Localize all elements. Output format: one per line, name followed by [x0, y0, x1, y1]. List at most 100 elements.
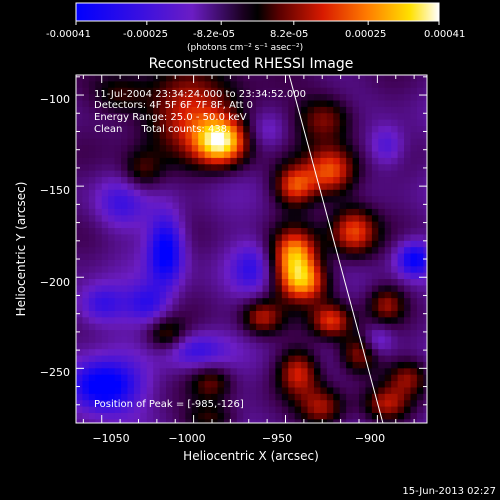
heatmap-cell [166, 157, 174, 165]
heatmap-cell [185, 196, 193, 204]
heatmap-cell [384, 323, 392, 331]
heatmap-cell [256, 259, 264, 267]
heatmap-cell [191, 75, 199, 82]
heatmap-cell [326, 298, 334, 306]
heatmap-cell [416, 247, 424, 255]
heatmap-cell [178, 132, 186, 140]
heatmap-cell [339, 310, 347, 318]
heatmap-cell [172, 253, 180, 261]
heatmap-cell [101, 215, 109, 223]
heatmap-cell [249, 119, 257, 127]
heatmap-cell [198, 419, 206, 423]
heatmap-cell [423, 157, 427, 165]
heatmap-cell [288, 113, 296, 121]
heatmap-cell [288, 240, 296, 248]
heatmap-cell [391, 119, 399, 127]
heatmap-cell [410, 100, 418, 108]
heatmap-cell [249, 259, 257, 267]
heatmap-cell [339, 419, 347, 423]
heatmap-cell [159, 240, 167, 248]
heatmap-cell [404, 387, 412, 395]
heatmap-image [76, 75, 427, 423]
heatmap-cell [320, 196, 328, 204]
heatmap-cell [223, 387, 231, 395]
heatmap-cell [307, 177, 315, 185]
heatmap-cell [301, 177, 309, 185]
heatmap-cell [166, 349, 174, 357]
heatmap-cell [333, 317, 341, 325]
heatmap-cell [108, 177, 116, 185]
heatmap-cell [172, 177, 180, 185]
heatmap-cell [281, 349, 289, 357]
heatmap-cell [339, 113, 347, 121]
heatmap-cell [217, 400, 225, 408]
heatmap-cell [397, 342, 405, 350]
heatmap-cell [82, 381, 90, 389]
heatmap-cell [365, 87, 373, 95]
colorbar-tick-label: 0.00041 [424, 29, 465, 40]
heatmap-cell [82, 259, 90, 267]
heatmap-cell [378, 406, 386, 414]
heatmap-cell [313, 368, 322, 376]
heatmap-cell [333, 208, 341, 216]
heatmap-cell [127, 330, 135, 338]
heatmap-cell [185, 336, 193, 344]
heatmap-cell [339, 400, 347, 408]
heatmap-cell [211, 342, 219, 350]
heatmap-cell [159, 291, 167, 299]
heatmap-cell [204, 183, 212, 191]
heatmap-cell [423, 106, 427, 114]
heatmap-cell [333, 330, 341, 338]
heatmap-cell [275, 419, 283, 423]
heatmap-cell [391, 361, 399, 369]
heatmap-cell [204, 221, 212, 229]
heatmap-cell [410, 393, 418, 401]
heatmap-cell [172, 81, 180, 89]
heatmap-cell [133, 247, 141, 255]
heatmap-cell [365, 183, 373, 191]
heatmap-cell [359, 240, 367, 248]
heatmap-cell [281, 361, 289, 369]
heatmap-cell [275, 164, 283, 172]
heatmap-cell [281, 253, 289, 261]
heatmap-cell [133, 132, 141, 140]
plot-frame [75, 74, 428, 424]
heatmap-cell [76, 177, 84, 185]
heatmap-cell [159, 272, 167, 280]
heatmap-cell [416, 304, 424, 312]
heatmap-cell [352, 132, 360, 140]
heatmap-cell [159, 208, 167, 216]
heatmap-cell [339, 259, 347, 267]
heatmap-cell [333, 215, 341, 223]
heatmap-cell [114, 336, 122, 344]
heatmap-cell [185, 272, 193, 280]
heatmap-cell [404, 87, 412, 95]
heatmap-cell [172, 387, 180, 395]
heatmap-cell [217, 215, 225, 223]
heatmap-cell [365, 266, 373, 274]
heatmap-cell [101, 106, 109, 114]
heatmap-cell [423, 221, 427, 229]
heatmap-cell [262, 106, 270, 114]
heatmap-cell [288, 221, 296, 229]
heatmap-cell [352, 342, 360, 350]
heatmap-cell [191, 221, 199, 229]
heatmap-cell [88, 412, 96, 420]
heatmap-cell [127, 100, 135, 108]
heatmap-cell [307, 202, 315, 210]
heatmap-cell [114, 368, 122, 376]
heatmap-cell [166, 393, 174, 401]
heatmap-cell [146, 151, 154, 159]
heatmap-cell [262, 208, 270, 216]
heatmap-cell [236, 310, 244, 318]
heatmap-cell [223, 81, 231, 89]
heatmap-cell [127, 138, 135, 146]
heatmap-cell [404, 113, 412, 121]
heatmap-cell [95, 138, 103, 146]
heatmap-cell [352, 81, 360, 89]
heatmap-cell [82, 157, 90, 165]
heatmap-cell [352, 170, 360, 178]
heatmap-cell [140, 368, 148, 376]
heatmap-cell [249, 310, 257, 318]
heatmap-cell [384, 208, 392, 216]
